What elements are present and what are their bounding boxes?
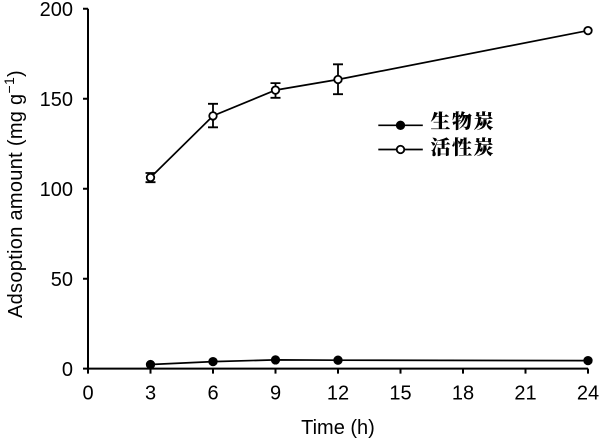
svg-text:18: 18 [452, 383, 474, 405]
svg-text:9: 9 [270, 383, 281, 405]
svg-text:3: 3 [145, 383, 156, 405]
svg-text:6: 6 [207, 383, 218, 405]
svg-text:0: 0 [62, 359, 73, 381]
svg-text:150: 150 [40, 89, 73, 111]
svg-text:Adsoption amount (mg g−1): Adsoption amount (mg g−1) [1, 70, 27, 318]
svg-text:0: 0 [82, 383, 93, 405]
svg-text:21: 21 [514, 383, 536, 405]
svg-text:100: 100 [40, 179, 73, 201]
svg-text:15: 15 [389, 383, 411, 405]
svg-text:200: 200 [40, 0, 73, 21]
svg-text:Time (h): Time (h) [301, 417, 375, 439]
svg-text:12: 12 [327, 383, 349, 405]
svg-text:50: 50 [51, 269, 73, 291]
svg-text:24: 24 [577, 383, 599, 405]
